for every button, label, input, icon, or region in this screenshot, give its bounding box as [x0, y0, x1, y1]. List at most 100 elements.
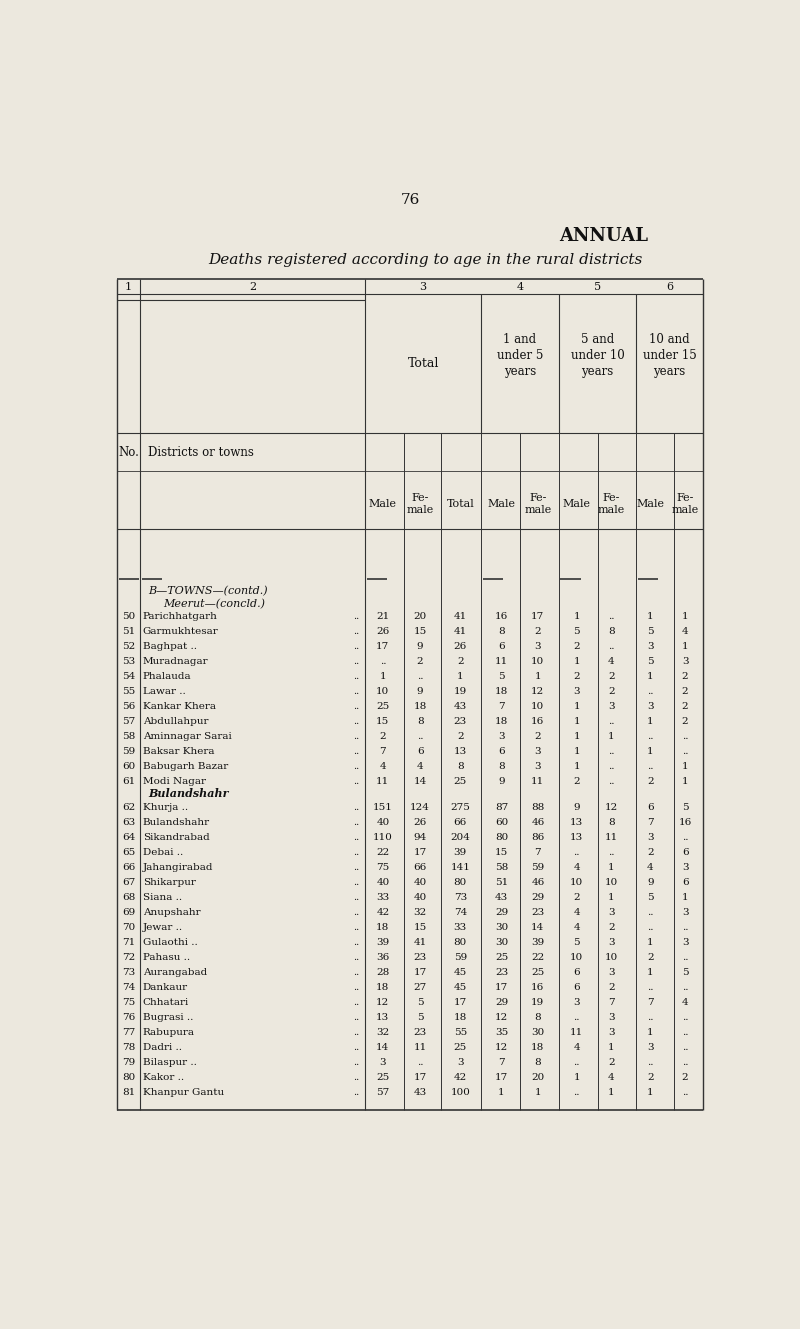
Text: 5: 5	[647, 657, 654, 666]
Text: 2: 2	[608, 1058, 615, 1067]
Text: 43: 43	[454, 702, 467, 711]
Text: 2: 2	[457, 657, 464, 666]
Text: Meerut—(concld.): Meerut—(concld.)	[163, 598, 266, 609]
Text: ..: ..	[353, 1073, 359, 1082]
Text: 18: 18	[495, 687, 508, 695]
Text: 14: 14	[531, 922, 545, 932]
Text: 40: 40	[414, 877, 426, 886]
Text: Gulaothi ..: Gulaothi ..	[142, 938, 198, 946]
Text: 58: 58	[495, 863, 508, 872]
Text: Fe-
male: Fe- male	[406, 493, 434, 516]
Text: ..: ..	[647, 1013, 654, 1022]
Text: ..: ..	[682, 832, 688, 841]
Text: 1: 1	[574, 1073, 580, 1082]
Text: 25: 25	[376, 1073, 390, 1082]
Text: ..: ..	[608, 611, 614, 621]
Text: 75: 75	[376, 863, 390, 872]
Text: ..: ..	[682, 1088, 688, 1096]
Text: ..: ..	[608, 762, 614, 771]
Text: 29: 29	[531, 893, 545, 901]
Text: 3: 3	[682, 657, 689, 666]
Text: 20: 20	[414, 611, 426, 621]
Text: Baghpat ..: Baghpat ..	[142, 642, 197, 651]
Text: 7: 7	[534, 848, 541, 857]
Text: 55: 55	[122, 687, 135, 695]
Text: 73: 73	[122, 968, 135, 977]
Text: 26: 26	[376, 626, 390, 635]
Text: Muradnagar: Muradnagar	[142, 657, 208, 666]
Text: 30: 30	[495, 938, 508, 946]
Text: 3: 3	[379, 1058, 386, 1067]
Text: ..: ..	[353, 803, 359, 812]
Text: 2: 2	[682, 687, 689, 695]
Text: 45: 45	[454, 982, 467, 991]
Text: 18: 18	[376, 982, 390, 991]
Text: 35: 35	[495, 1027, 508, 1037]
Text: 42: 42	[376, 908, 390, 917]
Text: ..: ..	[574, 1058, 580, 1067]
Text: 1: 1	[647, 747, 654, 756]
Text: 68: 68	[122, 893, 135, 901]
Text: 1: 1	[647, 671, 654, 680]
Text: 41: 41	[414, 938, 426, 946]
Text: 22: 22	[376, 848, 390, 857]
Text: 80: 80	[495, 832, 508, 841]
Text: 1: 1	[125, 282, 132, 291]
Text: 3: 3	[534, 642, 541, 651]
Text: 56: 56	[122, 702, 135, 711]
Text: Districts or towns: Districts or towns	[148, 445, 254, 459]
Text: 17: 17	[414, 848, 426, 857]
Text: 1: 1	[682, 611, 689, 621]
Text: 26: 26	[414, 817, 426, 827]
Text: ..: ..	[353, 1043, 359, 1051]
Text: ..: ..	[608, 716, 614, 726]
Text: Aurangabad: Aurangabad	[142, 968, 207, 977]
Text: 1: 1	[608, 863, 615, 872]
Text: 2: 2	[457, 732, 464, 740]
Text: 5: 5	[682, 968, 689, 977]
Text: 39: 39	[376, 938, 390, 946]
Text: 75: 75	[122, 998, 135, 1007]
Text: 76: 76	[400, 193, 420, 206]
Text: ..: ..	[417, 671, 423, 680]
Text: ..: ..	[353, 776, 359, 785]
Text: ..: ..	[647, 762, 654, 771]
Text: ..: ..	[353, 716, 359, 726]
Text: 40: 40	[376, 877, 390, 886]
Text: ..: ..	[682, 1027, 688, 1037]
Text: 66: 66	[122, 863, 135, 872]
Text: 78: 78	[122, 1043, 135, 1051]
Text: 80: 80	[454, 938, 467, 946]
Text: 5 and
under 10
years: 5 and under 10 years	[570, 334, 625, 379]
Text: 15: 15	[414, 626, 426, 635]
Text: Fe-
male: Fe- male	[598, 493, 625, 516]
Text: 57: 57	[376, 1088, 390, 1096]
Text: 4: 4	[682, 626, 689, 635]
Text: 8: 8	[534, 1058, 541, 1067]
Text: Sikandrabad: Sikandrabad	[142, 832, 210, 841]
Text: 5: 5	[574, 626, 580, 635]
Text: 10: 10	[531, 702, 545, 711]
Text: 3: 3	[608, 1013, 615, 1022]
Text: 86: 86	[531, 832, 545, 841]
Text: 55: 55	[454, 1027, 467, 1037]
Text: 1: 1	[457, 671, 464, 680]
Text: 4: 4	[379, 762, 386, 771]
Text: 10: 10	[570, 953, 583, 962]
Text: Male: Male	[369, 500, 397, 509]
Text: 4: 4	[417, 762, 423, 771]
Text: 66: 66	[414, 863, 426, 872]
Text: 6: 6	[647, 803, 654, 812]
Text: 275: 275	[450, 803, 470, 812]
Text: 32: 32	[376, 1027, 390, 1037]
Text: 4: 4	[574, 908, 580, 917]
Text: Male: Male	[487, 500, 515, 509]
Text: 2: 2	[608, 687, 615, 695]
Text: 9: 9	[647, 877, 654, 886]
Text: 4: 4	[574, 863, 580, 872]
Text: 29: 29	[495, 908, 508, 917]
Text: 3: 3	[682, 908, 689, 917]
Text: 4: 4	[682, 998, 689, 1007]
Text: 110: 110	[373, 832, 393, 841]
Text: Khurja ..: Khurja ..	[142, 803, 188, 812]
